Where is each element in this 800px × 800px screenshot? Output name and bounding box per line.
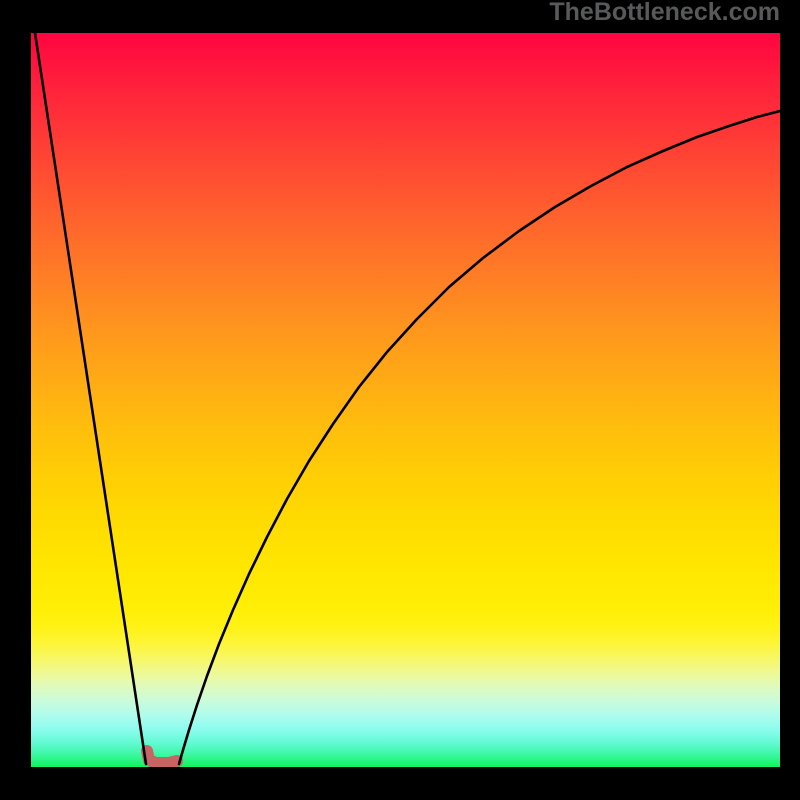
frame-left (0, 0, 31, 800)
frame-right (780, 0, 800, 800)
chart-svg (31, 33, 780, 767)
plot-area (31, 33, 780, 767)
watermark-text: TheBottleneck.com (549, 0, 780, 25)
frame-bottom (0, 767, 800, 800)
gradient-background (31, 33, 780, 767)
